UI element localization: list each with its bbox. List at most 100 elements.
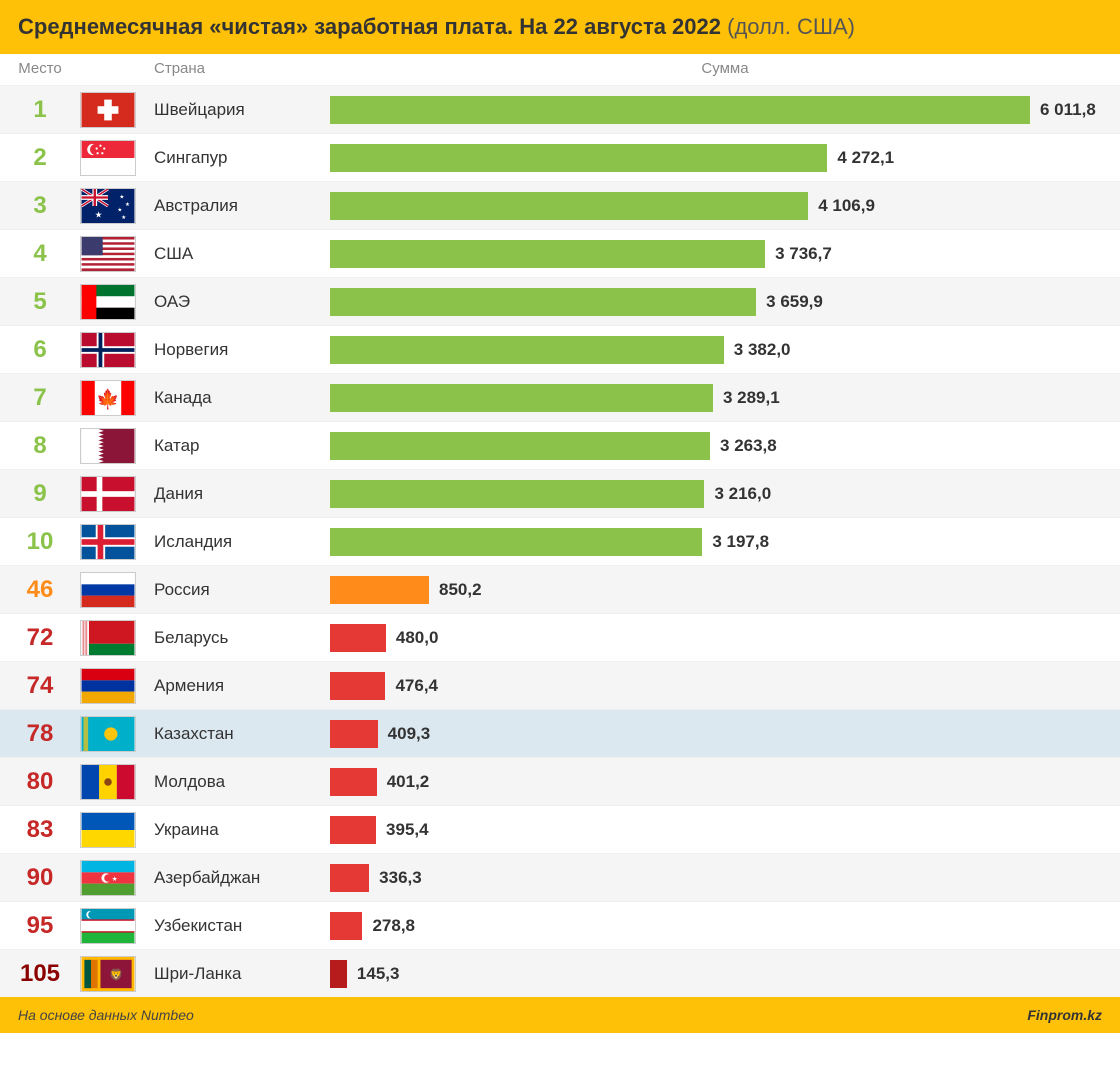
bar — [330, 816, 376, 844]
bar — [330, 480, 704, 508]
country-cell: Молдова — [150, 772, 330, 792]
country-cell: Норвегия — [150, 340, 330, 360]
header-country: Страна — [150, 60, 330, 77]
country-cell: Сингапур — [150, 148, 330, 168]
flag-cell — [80, 668, 150, 704]
bar-cell: 3 736,7 — [330, 240, 1120, 268]
table-row: 6Норвегия3 382,0 — [0, 325, 1120, 373]
bar-cell: 336,3 — [330, 864, 1120, 892]
value-label: 409,3 — [388, 724, 431, 744]
rank-cell: 3 — [0, 192, 80, 220]
bar-cell: 4 272,1 — [330, 144, 1120, 172]
table-row: 2Сингапур4 272,1 — [0, 133, 1120, 181]
bar — [330, 960, 347, 988]
title-main: Среднемесячная «чистая» заработная плата… — [18, 14, 727, 39]
bar — [330, 720, 378, 748]
country-cell: Дания — [150, 484, 330, 504]
rank-cell: 95 — [0, 912, 80, 940]
country-cell: Исландия — [150, 532, 330, 552]
table-row: 95 Узбекистан 278,8 — [0, 901, 1120, 949]
svg-text:★: ★ — [121, 214, 126, 221]
table-row: 90 ★ Азербайджан 336,3 — [0, 853, 1120, 901]
table-row: 5ОАЭ3 659,9 — [0, 277, 1120, 325]
flag-cell — [80, 476, 150, 512]
svg-text:★: ★ — [95, 209, 103, 219]
chart-container: Среднемесячная «чистая» заработная плата… — [0, 0, 1120, 1033]
header-rank: Место — [0, 60, 80, 77]
table-row: 83Украина395,4 — [0, 805, 1120, 853]
table-row: 105 🦁 Шри-Ланка 145,3 — [0, 949, 1120, 997]
svg-text:🦁: 🦁 — [109, 967, 123, 981]
bar-cell: 3 382,0 — [330, 336, 1120, 364]
country-cell: США — [150, 244, 330, 264]
country-cell: Узбекистан — [150, 916, 330, 936]
value-label: 3 216,0 — [714, 484, 771, 504]
table-row: 74Армения476,4 — [0, 661, 1120, 709]
flag-cell — [80, 92, 150, 128]
rank-cell: 8 — [0, 432, 80, 460]
country-cell: ОАЭ — [150, 292, 330, 312]
flag-cell — [80, 764, 150, 800]
value-label: 395,4 — [386, 820, 429, 840]
bar-cell: 395,4 — [330, 816, 1120, 844]
value-label: 3 659,9 — [766, 292, 823, 312]
rank-cell: 72 — [0, 624, 80, 652]
flag-cell — [80, 620, 150, 656]
country-cell: Канада — [150, 388, 330, 408]
bar — [330, 240, 765, 268]
rank-cell: 105 — [0, 960, 80, 988]
country-cell: Катар — [150, 436, 330, 456]
table-row: 80Молдова401,2 — [0, 757, 1120, 805]
value-label: 145,3 — [357, 964, 400, 984]
table-row: 1 Швейцария6 011,8 — [0, 85, 1120, 133]
rows-container: 1Швейцария6 011,82Сингапур4 272,13★★★★★А… — [0, 85, 1120, 997]
table-row: 3★★★★★Австралия4 106,9 — [0, 181, 1120, 229]
country-cell: Азербайджан — [150, 868, 330, 888]
flag-cell — [80, 428, 150, 464]
country-cell: Шри-Ланка — [150, 964, 330, 984]
svg-text:★: ★ — [112, 874, 118, 882]
bar-cell: 3 197,8 — [330, 528, 1120, 556]
bar — [330, 96, 1030, 124]
bar — [330, 528, 702, 556]
bar — [330, 864, 369, 892]
bar-cell: 3 263,8 — [330, 432, 1120, 460]
country-cell: Швейцария — [150, 100, 330, 120]
bar-cell: 3 659,9 — [330, 288, 1120, 316]
bar — [330, 624, 386, 652]
value-label: 3 263,8 — [720, 436, 777, 456]
rank-cell: 74 — [0, 672, 80, 700]
bar-cell: 6 011,8 — [330, 96, 1120, 124]
bar — [330, 288, 756, 316]
bar-cell: 3 216,0 — [330, 480, 1120, 508]
rank-cell: 90 — [0, 864, 80, 892]
table-row: 78Казахстан409,3 — [0, 709, 1120, 757]
bar-cell: 850,2 — [330, 576, 1120, 604]
bar-cell: 401,2 — [330, 768, 1120, 796]
country-cell: Австралия — [150, 196, 330, 216]
rank-cell: 46 — [0, 576, 80, 604]
bar-cell: 480,0 — [330, 624, 1120, 652]
rank-cell: 7 — [0, 384, 80, 412]
svg-text:🍁: 🍁 — [96, 387, 120, 410]
value-label: 480,0 — [396, 628, 439, 648]
value-label: 4 272,1 — [837, 148, 894, 168]
table-row: 46Россия850,2 — [0, 565, 1120, 613]
rank-cell: 10 — [0, 528, 80, 556]
value-label: 278,8 — [372, 916, 415, 936]
chart-title: Среднемесячная «чистая» заработная плата… — [0, 0, 1120, 54]
country-cell: Беларусь — [150, 628, 330, 648]
bar — [330, 672, 385, 700]
flag-cell — [80, 716, 150, 752]
flag-cell: 🦁 — [80, 956, 150, 992]
bar-cell: 409,3 — [330, 720, 1120, 748]
table-row: 9Дания3 216,0 — [0, 469, 1120, 517]
flag-cell — [80, 236, 150, 272]
value-label: 401,2 — [387, 772, 430, 792]
bar-cell: 145,3 — [330, 960, 1120, 988]
value-label: 3 736,7 — [775, 244, 832, 264]
table-row: 72 Беларусь 480,0 — [0, 613, 1120, 661]
value-label: 336,3 — [379, 868, 422, 888]
bar — [330, 144, 827, 172]
rank-cell: 1 — [0, 96, 80, 124]
